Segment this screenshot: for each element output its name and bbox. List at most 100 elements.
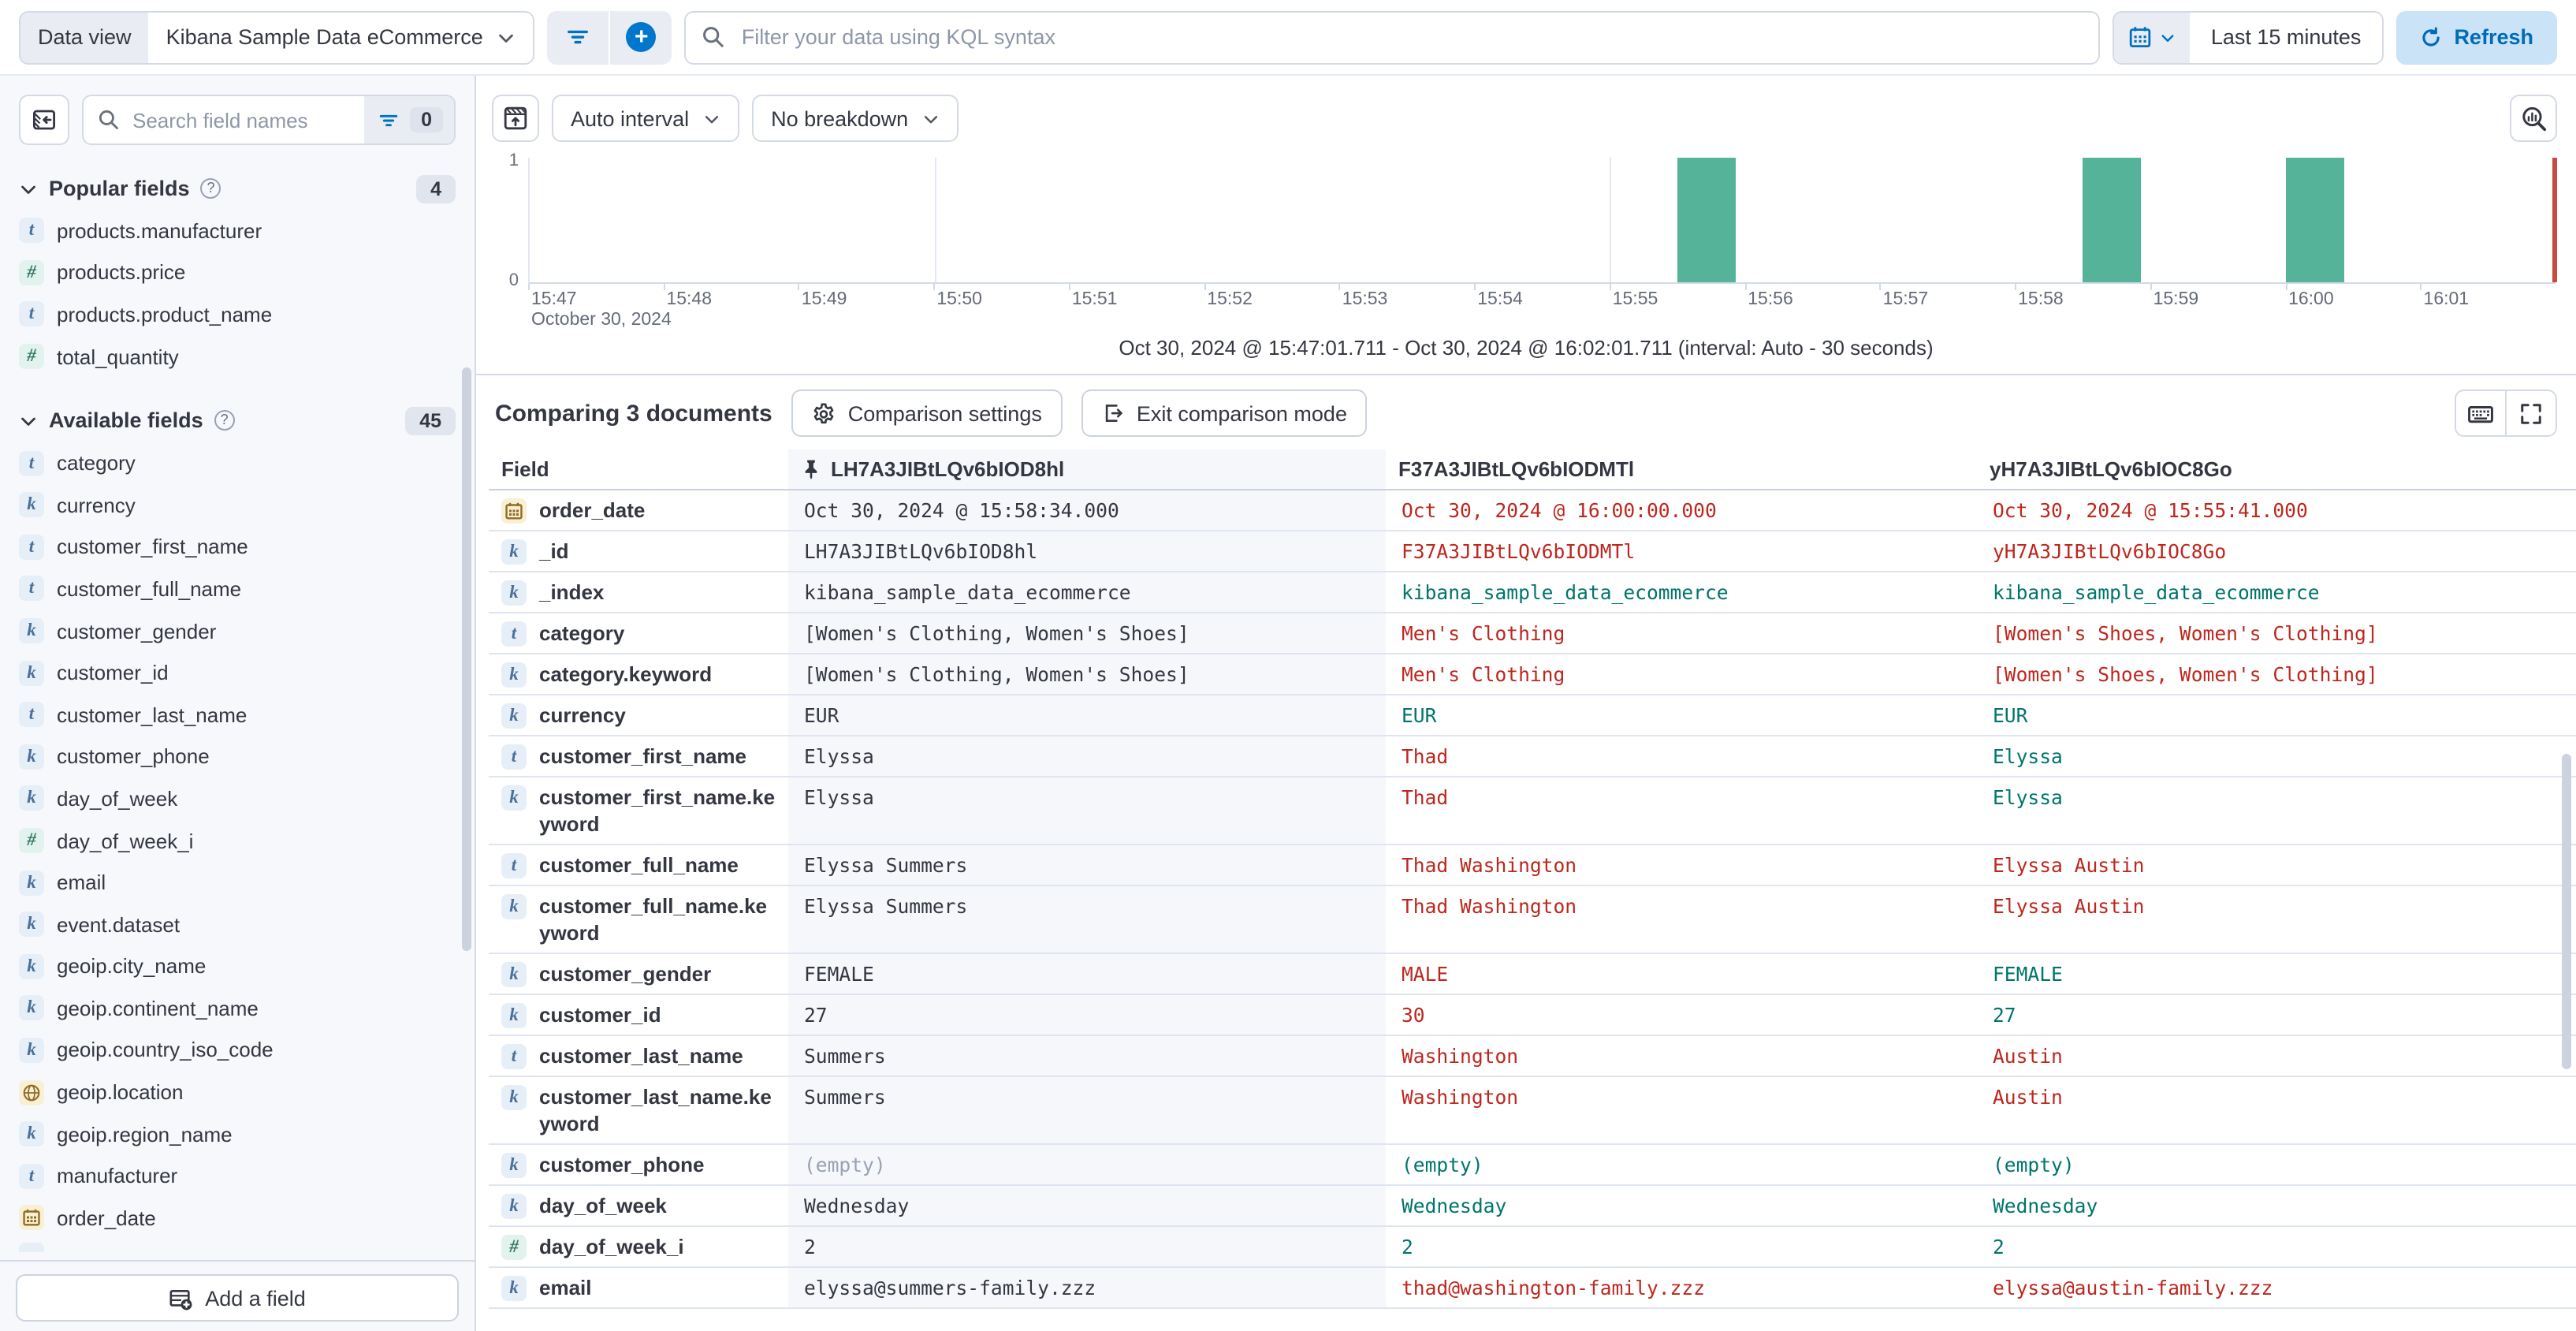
interval-select[interactable]: Auto interval [552,95,740,142]
table-scrollbar[interactable] [2562,754,2571,1069]
text-field-icon: t [501,621,527,647]
field-item-customer_gender[interactable]: k customer_gender [0,610,475,652]
field-item-manufacturer[interactable]: t manufacturer [0,1155,475,1197]
value-cell: 2 [1993,1236,2005,1258]
date-picker-button[interactable] [2114,12,2191,62]
value-cell: (empty) [1993,1154,2075,1176]
time-range-value[interactable]: Last 15 minutes [2190,12,2382,62]
table-row-category.keyword: k category.keyword [Women's Clothing, Wome… [489,654,2576,695]
axis-tick [528,284,530,290]
histogram-bar[interactable] [1677,158,1737,282]
field-name: order_date [539,498,646,522]
text-field-icon: t [19,218,44,244]
chevron-down-icon [19,412,38,431]
field-item-day_of_week[interactable]: k day_of_week [0,777,475,819]
text-field-icon: t [19,702,44,728]
doc-id: F37A3JIBtLQv6bIODMTl [1398,457,1635,481]
time-range-picker: Last 15 minutes [2113,10,2384,64]
collapse-sidebar-button[interactable] [19,95,69,145]
x-axis-tick-label: 15:51 [1071,290,1118,309]
histogram-range-caption: Oct 30, 2024 @ 15:47:01.711 - Oct 30, 20… [1119,336,1934,360]
histogram-bar[interactable] [2285,158,2344,282]
keyword-field-icon: k [501,1085,527,1110]
data-view-label: Data view [20,12,149,62]
keyword-field-icon: k [501,1194,527,1219]
field-item-customer_full_name[interactable]: t customer_full_name [0,568,475,610]
explore-data-icon[interactable] [2510,95,2557,142]
chevron-down-icon [19,179,38,198]
field-section-header[interactable]: Popular fields? 4 [0,167,475,210]
field-item-customer_id[interactable]: k customer_id [0,652,475,694]
field-item-total_quantity[interactable]: # total_quantity [0,336,475,378]
value-cell: (empty) [1402,1154,1483,1176]
field-cell: k _id [489,531,788,571]
field-item-customer_last_name[interactable]: t customer_last_name [0,694,475,736]
field-item-customer_phone[interactable]: k customer_phone [0,736,475,777]
breakdown-select[interactable]: No breakdown [752,95,959,142]
field-item-label: geoip.country_iso_code [57,1038,274,1062]
keyboard-shortcuts-icon[interactable] [2456,391,2505,435]
field-section-header[interactable]: Available fields? 45 [0,400,475,442]
field-item-geoip.city_name[interactable]: k geoip.city_name [0,945,475,987]
refresh-button[interactable]: Refresh [2395,10,2557,64]
field-item-label: customer_full_name [57,576,242,601]
field-search-input[interactable] [129,106,365,133]
x-axis-tick-label: 15:55 [1612,290,1658,309]
keyword-field-icon: k [501,1003,527,1028]
keyword-field-icon: k [19,995,44,1021]
data-view-select[interactable]: Kibana Sample Data eCommerce [149,12,534,62]
comparison-table-header: Field LH7A3JIBtLQv6bIOD8hl F37A3JIBtLQv6b… [489,449,2576,490]
exit-comparison-button[interactable]: Exit comparison mode [1081,390,1368,437]
field-item-customer_first_name[interactable]: t customer_first_name [0,526,475,568]
divider [476,374,2576,375]
field-name: email [539,1276,592,1299]
value-cell: Oct 30, 2024 @ 16:00:00.000 [1402,500,1717,522]
field-item-email[interactable]: k email [0,862,475,904]
kql-search-bar[interactable] [684,10,2101,64]
axis-tick [2015,284,2017,290]
field-item-day_of_week_i[interactable]: # day_of_week_i [0,819,475,861]
comparison-title: Comparing 3 documents [495,400,772,427]
value-cell: Elyssa Summers [788,886,1386,953]
field-item-geoip.region_name[interactable]: k geoip.region_name [0,1113,475,1155]
fullscreen-icon[interactable] [2507,391,2556,435]
field-item-products.price[interactable]: # products.price [0,252,475,293]
field-item-products.manufacturer[interactable]: t products.manufacturer [0,210,475,252]
kql-search-input[interactable] [738,24,2083,50]
add-filter-button[interactable]: + [611,10,672,64]
value-cell: F37A3JIBtLQv6bIODMTl [1402,541,1636,563]
axis-tick [1068,284,1070,290]
axis-tick [2150,284,2152,290]
sidebar-header: 0 [0,76,475,158]
filter-icon[interactable] [548,10,609,64]
add-field-button[interactable]: Add a field [16,1274,459,1322]
field-item-label: currency [57,493,136,517]
field-item-label: customer_phone [57,744,210,769]
field-item-event.dataset[interactable]: k event.dataset [0,904,475,945]
keyword-field-icon: k [19,618,44,644]
sidebar-scrollbar[interactable] [462,367,471,951]
value-cell: 27 [788,995,1386,1035]
field-search[interactable]: 0 [82,95,456,145]
comparison-settings-button[interactable]: Comparison settings [791,390,1063,437]
field-item-geoip.location[interactable]: geoip.location [0,1072,475,1113]
keyword-field-icon: k [19,785,44,811]
field-item-currency[interactable]: k currency [0,484,475,526]
field-item-geoip.continent_name[interactable]: k geoip.continent_name [0,987,475,1029]
field-item-geoip.country_iso_code[interactable]: k geoip.country_iso_code [0,1029,475,1071]
x-axis-tick-label: 15:57 [1882,290,1929,309]
histogram-layout-icon[interactable] [492,95,539,142]
histogram-plot-area[interactable] [528,158,2557,284]
field-item-category[interactable]: t category [0,442,475,484]
field-item-order_date[interactable]: order_date [0,1197,475,1239]
field-filter-controls[interactable]: 0 [364,96,454,144]
field-name: customer_full_name [539,853,739,877]
table-row-category: t category [Women's Clothing, Women's Shoe… [489,613,2576,654]
histogram-bar[interactable] [2083,158,2142,282]
time-range-end-marker [2552,158,2557,282]
field-item-products.product_name[interactable]: t products.product_name [0,293,475,335]
field-item-label: products.price [57,260,186,285]
data-view-picker[interactable]: Data view Kibana Sample Data eCommerce [19,10,535,64]
value-cell: Elyssa Austin [1993,896,2145,918]
